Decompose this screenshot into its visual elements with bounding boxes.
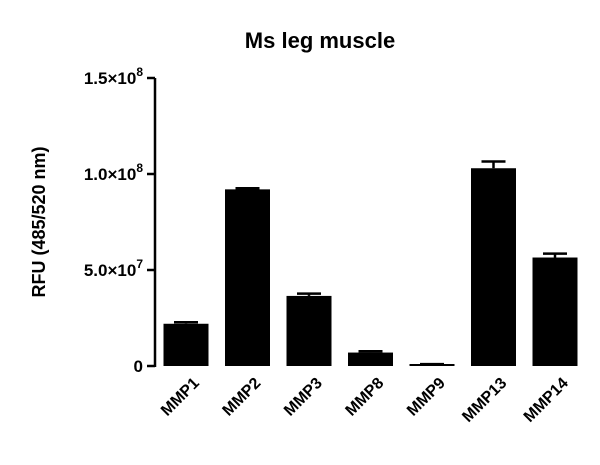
bar-mmp1 bbox=[163, 323, 209, 366]
bar-mmp3 bbox=[286, 295, 332, 366]
x-tick-label: MMP3 bbox=[281, 375, 326, 420]
x-tick-label: MMP1 bbox=[158, 375, 203, 420]
y-tick-mantissa: 0 bbox=[134, 357, 143, 376]
chart-title: Ms leg muscle bbox=[245, 28, 395, 53]
x-tick-label: MMP13 bbox=[459, 375, 510, 426]
y-tick-label: 0 bbox=[134, 357, 143, 376]
bar-mmp13 bbox=[471, 168, 516, 366]
y-tick-label: 5.0×107 bbox=[84, 257, 143, 280]
y-tick-mantissa: 5.0×10 bbox=[84, 261, 136, 280]
y-tick-mantissa: 1.0×10 bbox=[84, 165, 136, 184]
y-tick-mantissa: 1.5×10 bbox=[84, 69, 136, 88]
y-tick-exponent: 8 bbox=[136, 161, 143, 175]
x-tick-label: MMP2 bbox=[220, 375, 265, 420]
y-axis-label: RFU (485/520 nm) bbox=[29, 146, 49, 297]
bar-mmp2 bbox=[225, 189, 270, 366]
y-tick-label: 1.0×108 bbox=[84, 161, 143, 184]
bar-mmp14 bbox=[532, 257, 578, 366]
bar-mmp8 bbox=[348, 352, 393, 366]
y-tick-exponent: 7 bbox=[136, 257, 143, 271]
x-tick-label: MMP9 bbox=[404, 375, 449, 420]
y-tick-label: 1.5×108 bbox=[84, 65, 143, 88]
x-tick-label: MMP8 bbox=[343, 375, 388, 420]
bars-group bbox=[163, 160, 578, 366]
x-tick-label: MMP14 bbox=[521, 375, 572, 426]
y-tick-exponent: 8 bbox=[136, 65, 143, 79]
x-axis-ticks: MMP1 MMP2 MMP3 MMP8 MMP9 MMP13 MMP14 bbox=[158, 375, 572, 426]
